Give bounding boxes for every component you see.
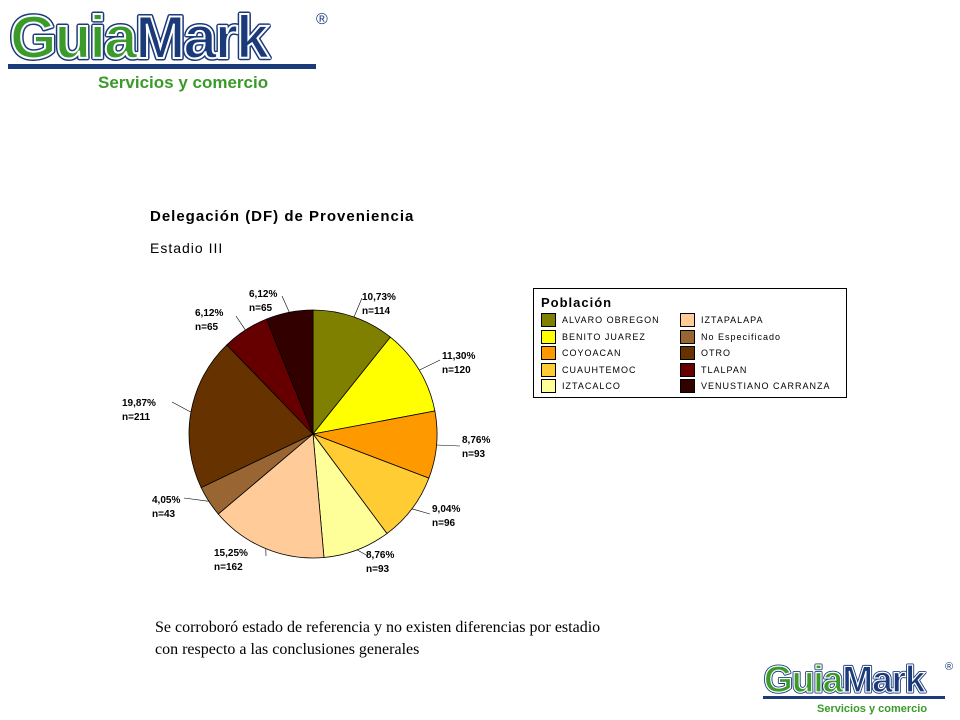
legend-label: IZTACALCO — [562, 381, 621, 391]
logo-underline — [8, 64, 316, 69]
logo-tagline: Servicios y comercio — [98, 73, 268, 92]
pie-leader-line — [356, 549, 369, 557]
svg-text:GuiaMark: GuiaMark — [764, 659, 926, 700]
pie-label-count: n=114 — [362, 306, 391, 317]
pie-label-percent: 11,30% — [442, 351, 475, 362]
legend-label: BENITO JUAREZ — [562, 331, 646, 342]
legend-label: No Especificado — [701, 331, 782, 342]
legend-swatch — [680, 362, 695, 377]
svg-text:GuiaMark: GuiaMark — [764, 659, 926, 700]
legend-item: No Especificado — [680, 329, 782, 344]
pie-slice-iztapalapa — [217, 433, 325, 559]
legend-label: ALVARO OBREGON — [562, 315, 660, 325]
pie-label-count: n=65 — [195, 322, 219, 333]
legend-label: OTRO — [701, 348, 731, 358]
legend-label: VENUSTIANO CARRANZA — [701, 381, 831, 391]
legend-title: Población — [541, 295, 613, 310]
logo-small-brand-mark-fill: Mark — [842, 659, 926, 700]
pie-label-percent: 6,12% — [249, 289, 277, 300]
pie-label-percent: 8,76% — [462, 435, 490, 446]
pie-label-count: n=120 — [442, 365, 471, 376]
pie-slice-otro — [188, 344, 314, 489]
chart-subtitle: Estadio III — [150, 240, 224, 256]
logo-brand-mark: Mark — [135, 4, 270, 71]
legend-item: OTRO — [680, 346, 731, 360]
pie-label-count: n=96 — [432, 518, 456, 529]
legend-swatch — [541, 313, 556, 327]
pie-label-percent: 9,04% — [432, 504, 460, 515]
svg-text:GuiaMark: GuiaMark — [10, 4, 270, 71]
legend-label: IZTAPALAPA — [701, 315, 764, 325]
pie-label-count: n=162 — [214, 562, 243, 573]
pie-label-count: n=43 — [152, 509, 176, 520]
conclusion-line-1: Se corroboró estado de referencia y no e… — [155, 619, 601, 636]
logo-small-underline — [763, 696, 945, 699]
guiamark-logo: GuiaMark GuiaMark ® Servicios y comercio — [8, 2, 329, 93]
legend-swatch — [680, 313, 695, 327]
pie-label-percent: 19,87% — [122, 398, 156, 409]
pie-label-count: n=65 — [249, 303, 273, 314]
guiamark-logo-small: GuiaMark GuiaMark ® Servicios y comercio — [763, 658, 954, 716]
pie-label-count: n=93 — [462, 449, 486, 460]
legend-swatch — [541, 346, 556, 360]
logo-small-brand-mark: Mark — [842, 659, 926, 700]
logo-brand-guia-fill: Guia — [10, 4, 138, 71]
pie-leader-line — [436, 444, 461, 447]
logo-brand-mark-fill: Mark — [135, 4, 270, 71]
logo-registered-mark: ® — [316, 11, 328, 28]
pie-leader-line — [411, 508, 431, 515]
legend-item: BENITO JUAREZ — [541, 329, 646, 344]
svg-text:GuiaMark: GuiaMark — [10, 4, 270, 71]
legend-label: TLALPAN — [701, 364, 748, 375]
logo-small-brand-guia-fill: Guia — [764, 659, 844, 700]
legend-item: COYOACAN — [541, 346, 622, 360]
legend-swatch — [680, 346, 695, 360]
legend-swatch — [541, 329, 556, 344]
chart-title: Delegación (DF) de Proveniencia — [150, 208, 415, 225]
legend-item: IZTACALCO — [541, 379, 621, 393]
pie-leader-line — [419, 359, 441, 371]
pie-label-count: n=211 — [122, 412, 151, 423]
logo-small-registered-mark: ® — [945, 661, 953, 673]
legend-label: COYOACAN — [562, 348, 622, 358]
pie-label-count: n=93 — [366, 564, 390, 575]
pie-label-percent: 15,25% — [214, 548, 248, 559]
pie-leader-line — [353, 297, 363, 318]
pie-leader-line — [183, 497, 209, 502]
logo-small-tagline: Servicios y comercio — [817, 703, 927, 715]
legend-label: CUAUHTEMOC — [562, 364, 637, 375]
pie-label-percent: 6,12% — [195, 308, 223, 319]
legend-item: TLALPAN — [680, 362, 748, 377]
legend-item: VENUSTIANO CARRANZA — [680, 379, 831, 393]
legend-swatch — [680, 379, 695, 393]
pie-leader-line — [171, 401, 192, 413]
pie-slice-benito-juarez — [312, 336, 436, 435]
logo-brand-guia: Guia — [10, 4, 138, 71]
pie-label-percent: 10,73% — [362, 292, 396, 303]
legend-item: IZTAPALAPA — [680, 313, 764, 327]
conclusion-line-2: con respecto a las conclusiones generale… — [155, 641, 420, 658]
pie-label-percent: 8,76% — [366, 550, 394, 561]
logo-small-brand-guia: Guia — [764, 659, 844, 700]
legend-swatch — [541, 379, 556, 393]
pie-leader-line — [235, 315, 246, 331]
conclusion-text: Se corroboró estado de referencia y no e… — [155, 617, 775, 661]
legend-item: CUAUHTEMOC — [541, 362, 637, 377]
pie-label-percent: 4,05% — [152, 495, 180, 506]
legend-item: ALVARO OBREGON — [541, 313, 660, 327]
legend-swatch — [680, 329, 695, 344]
legend-swatch — [541, 362, 556, 377]
chart-legend: Población ALVARO OBREGON BENITO JUAREZ COY… — [533, 288, 847, 398]
pie-leader-line — [281, 295, 290, 313]
